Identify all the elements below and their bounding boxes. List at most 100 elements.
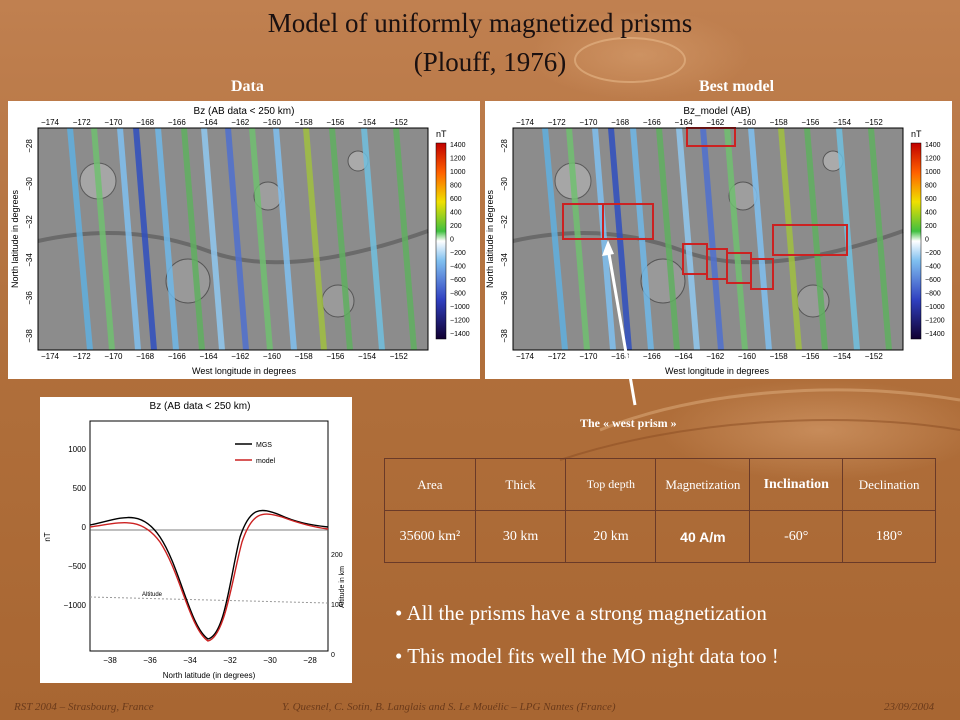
bullet-item: • This model fits well the MO night data…	[395, 644, 779, 668]
x-tick-label: −166	[643, 118, 662, 127]
value-declination: 180°	[842, 510, 936, 563]
colorbar-ticks: 1400 1200 1000 800 600 400 200 0 −200 −400 −600 −80…	[925, 142, 945, 338]
y2-axis-label: Altitude in km	[339, 566, 346, 608]
x-ticks-top: −174 −172 −170 −168 −166 −164 −162 −160 −158 −156…	[41, 118, 408, 127]
colorbar-tick-label: −1000	[925, 304, 945, 311]
west-prism-arrow	[602, 240, 637, 406]
x-tick-label: −170	[579, 118, 598, 127]
x-tick-label: −158	[770, 118, 789, 127]
y-tick-label: −36	[25, 291, 34, 305]
x-ticks: −38 −36 −34 −32 −30 −28	[103, 656, 317, 665]
x-tick-label: −168	[611, 352, 630, 361]
colorbar-tick-label: 600	[925, 196, 937, 203]
colorbar-tick-label: 400	[925, 210, 937, 217]
x-tick-label: −154	[833, 352, 852, 361]
colorbar-ticks: 1400 1200 1000 800 600 400 200 0 −200 −400 −600 −80…	[450, 142, 470, 338]
y-tick-label: −500	[68, 562, 87, 571]
x-tick-label: −38	[103, 656, 117, 665]
x-tick-label: −174	[41, 352, 60, 361]
x-ticks-bottom: −174 −172 −170 −168 −166 −164 −162 −160 −158 −156…	[516, 352, 883, 361]
parameters-table: Area Thick Top depth Magnetization Incli…	[384, 458, 936, 563]
header-declination: Declination	[842, 458, 936, 511]
x-ticks-top: −174 −172 −170 −168 −166 −164 −162 −160 −158 −156…	[516, 118, 883, 127]
x-tick-label: −168	[136, 118, 155, 127]
y2-tick-label: 100	[331, 602, 343, 609]
value-thick: 30 km	[474, 510, 567, 563]
colorbar-tick-label: 800	[925, 183, 937, 190]
x-tick-label: −174	[41, 118, 60, 127]
x-tick-label: −166	[168, 118, 187, 127]
x-tick-label: −158	[295, 352, 314, 361]
x-tick-label: −162	[706, 118, 725, 127]
colorbar-tick-label: 1000	[450, 169, 466, 176]
x-tick-label: −172	[548, 352, 567, 361]
legend-model: model	[256, 458, 276, 465]
value-top-depth: 20 km	[565, 510, 657, 563]
table-value-row: 35600 km² 30 km 20 km 40 A/m -60° 180°	[384, 510, 936, 563]
x-tick-label: −36	[143, 656, 157, 665]
x-tick-label: −30	[263, 656, 277, 665]
colorbar-tick-label: −1200	[450, 318, 470, 325]
x-tick-label: −164	[675, 118, 694, 127]
bullet-list: • All the prisms have a strong magnetiza…	[395, 592, 779, 678]
value-magnetization: 40 A/m	[655, 510, 751, 563]
x-tick-label: −152	[390, 118, 409, 127]
colorbar-tick-label: −600	[925, 277, 941, 284]
y-tick-label: −36	[500, 291, 509, 305]
plot-legend: MGS model	[235, 442, 276, 465]
x-tick-label: −160	[738, 118, 757, 127]
y-tick-label: −34	[25, 253, 34, 267]
colorbar-tick-label: 1000	[925, 169, 941, 176]
colorbar-tick-label: −1400	[450, 331, 470, 338]
header-thick: Thick	[474, 458, 567, 511]
y-tick-label: −1000	[64, 601, 87, 610]
y-tick-label: −38	[500, 329, 509, 343]
data-map-panel: Bz (AB data < 250 km)	[8, 101, 480, 379]
footer-center: Y. Quesnel, C. Sotin, B. Langlais and S.…	[282, 701, 616, 713]
x-tick-label: −162	[231, 118, 250, 127]
x-tick-label: −174	[516, 352, 535, 361]
y-ticks: −28 −30 −32 −34 −36 −38	[25, 139, 34, 343]
x-tick-label: −160	[738, 352, 757, 361]
x-tick-label: −156	[801, 118, 820, 127]
legend-mgs: MGS	[256, 442, 272, 449]
x-tick-label: −160	[263, 118, 282, 127]
plot-title: Bz (AB data < 250 km)	[150, 401, 251, 412]
y-tick-label: −32	[25, 215, 34, 229]
value-area: 35600 km²	[384, 510, 476, 563]
colorbar-tick-label: −1000	[450, 304, 470, 311]
y-axis-label: North latitude in degrees	[10, 189, 20, 288]
model-map-panel: Bz_model (AB)	[485, 101, 952, 379]
x-tick-label: −158	[770, 352, 789, 361]
x-tick-label: −152	[865, 118, 884, 127]
y-tick-label: 0	[82, 523, 87, 532]
altitude-label: Altitude	[142, 592, 163, 598]
colorbar-tick-label: 1400	[450, 142, 466, 149]
colorbar-tick-label: 0	[925, 237, 929, 244]
x-tick-label: −168	[136, 352, 155, 361]
bullet-item: • All the prisms have a strong magnetiza…	[395, 601, 767, 625]
y-axis-label: nT	[43, 532, 52, 541]
y-tick-label: −38	[25, 329, 34, 343]
x-tick-label: −32	[223, 656, 237, 665]
colorbar-tick-label: −200	[450, 250, 466, 257]
colorbar-tick-label: 600	[450, 196, 462, 203]
x-axis-label: West longitude in degrees	[192, 366, 296, 376]
data-label: Data	[231, 78, 264, 95]
altitude-line	[89, 596, 329, 604]
x-tick-label: −28	[303, 656, 317, 665]
colorbar-unit: nT	[911, 129, 922, 139]
x-tick-label: −168	[611, 118, 630, 127]
colorbar-tick-label: −800	[450, 291, 466, 298]
x-tick-label: −164	[675, 352, 694, 361]
x-tick-label: −170	[579, 352, 598, 361]
x-axis-label: West longitude in degrees	[665, 366, 769, 376]
y-tick-label: −32	[500, 215, 509, 229]
map-title: Bz_model (AB)	[683, 106, 750, 117]
x-tick-label: −154	[358, 352, 377, 361]
slide-title: Model of uniformly magnetized prisms	[267, 8, 693, 38]
profile-plot-panel: Bz (AB data < 250 km) Altitude MGS model…	[40, 397, 352, 683]
colorbar-tick-label: 1400	[925, 142, 941, 149]
y-tick-label: −30	[500, 177, 509, 191]
colorbar-tick-label: 200	[450, 223, 462, 230]
